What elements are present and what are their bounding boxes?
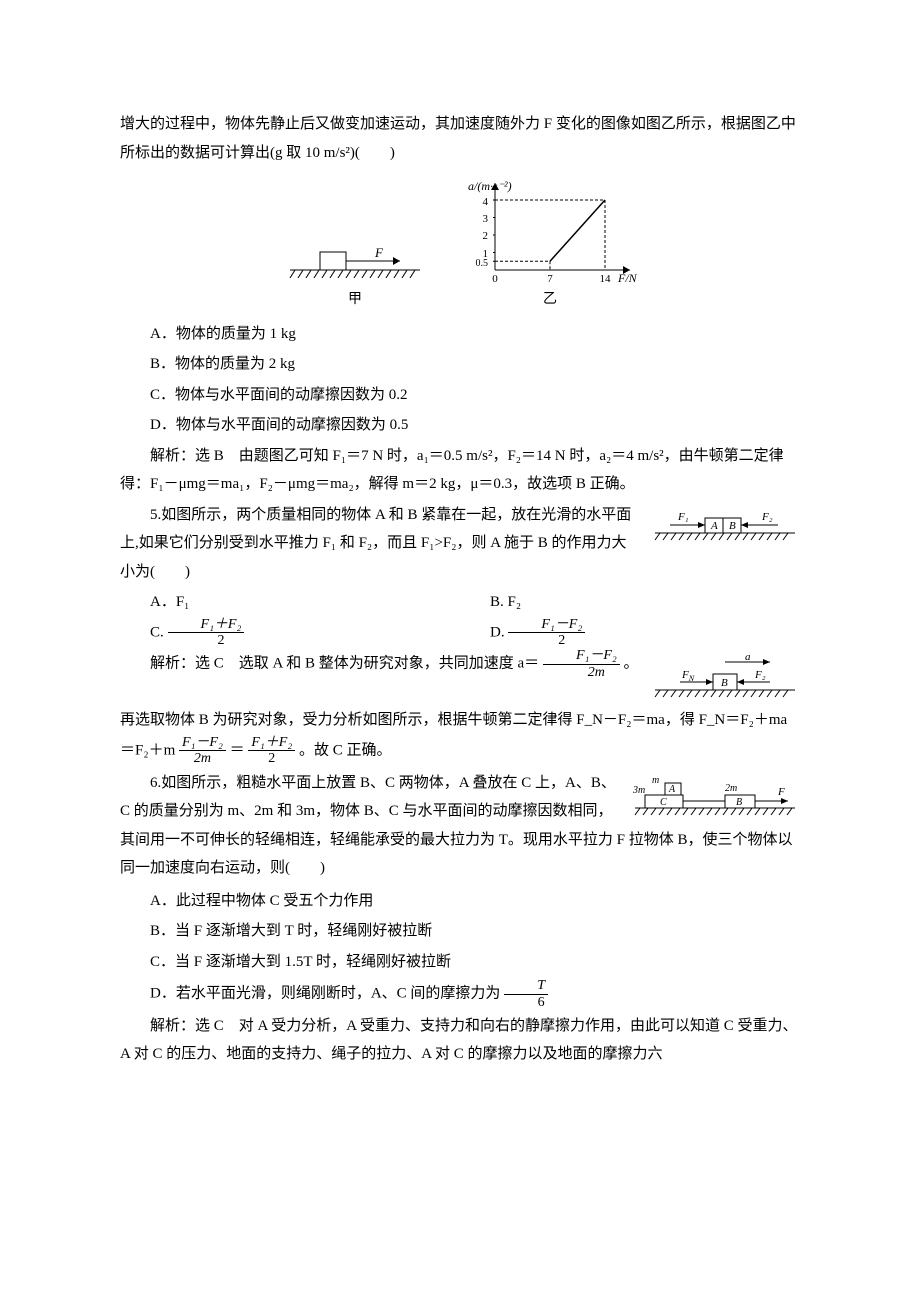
q5-options-row1: A．F₁ B. F₂ [120, 588, 800, 617]
q4-opt-c: C．物体与水平面间的动摩擦因数为 0.2 [120, 381, 800, 410]
force-label: F [374, 245, 384, 260]
q4-opt-b: B．物体的质量为 2 kg [120, 350, 800, 379]
svg-text:a: a [745, 652, 751, 663]
fig-jia-caption: 甲 [280, 287, 430, 314]
q6-options: A．此过程中物体 C 受五个力作用 B．当 F 逐渐增大到 T 时，轻绳刚好被拉… [120, 887, 800, 1010]
y-axis-label: a/(m·s⁻²) [468, 179, 512, 193]
q6-opt-c: C．当 F 逐渐增大到 1.5T 时，轻绳刚好被拉断 [120, 948, 800, 977]
fig-yi-svg: a/(m·s⁻²) 4 3 2 1 0.5 0 7 14 F/N [460, 175, 640, 285]
svg-text:A: A [710, 520, 718, 532]
svg-text:3: 3 [483, 213, 489, 225]
q5-opt-d: D. F₁－F₂2 [460, 617, 800, 649]
fig-q5b: B a FN F₂ [650, 652, 800, 702]
q6-opt-a: A．此过程中物体 C 受五个力作用 [120, 887, 800, 916]
svg-text:4: 4 [483, 196, 489, 208]
svg-text:0.5: 0.5 [476, 258, 489, 269]
q4-options: A．物体的质量为 1 kg B．物体的质量为 2 kg C．物体与水平面间的动摩… [120, 320, 800, 440]
q5-solution-b: 再选取物体 B 为研究对象，受力分析如图所示，根据牛顿第二定律得 F_N－F₂＝… [120, 706, 800, 766]
svg-text:F₁: F₁ [677, 511, 689, 523]
q4-intro: 增大的过程中，物体先静止后又做变加速运动，其加速度随外力 F 变化的图像如图乙所… [120, 110, 800, 167]
svg-text:2: 2 [483, 230, 489, 242]
q4-opt-a: A．物体的质量为 1 kg [120, 320, 800, 349]
svg-text:B: B [736, 797, 742, 808]
fig-q6: C 3m A m B 2m F [630, 773, 800, 818]
q5-opt-b: B. F₂ [460, 588, 800, 617]
svg-text:C: C [660, 797, 667, 808]
svg-text:A: A [668, 784, 676, 795]
q6-opt-d: D．若水平面光滑，则绳刚断时，A、C 间的摩擦力为 T6 [120, 978, 800, 1010]
svg-text:3m: 3m [632, 785, 645, 796]
fig-jia: F 甲 [280, 230, 430, 314]
q5-opt-c: C. F₁＋F₂2 [120, 617, 460, 649]
fig-yi-caption: 乙 [460, 287, 640, 314]
q6-solution: 解析：选 C 对 A 受力分析，A 受重力、支持力和向右的静摩擦力作用，由此可以… [120, 1012, 800, 1069]
q5-opt-a: A．F₁ [120, 588, 460, 617]
svg-text:F₂: F₂ [754, 669, 766, 681]
svg-text:0: 0 [492, 273, 498, 285]
svg-text:m: m [652, 775, 659, 786]
q4-solution: 解析：选 B 由题图乙可知 F₁＝7 N 时，a₁＝0.5 m/s²，F₂＝14… [120, 442, 800, 499]
svg-text:B: B [721, 677, 728, 689]
svg-text:14: 14 [600, 273, 612, 285]
q4-figures: F 甲 a/(m·s⁻²) 4 3 2 1 0.5 [120, 175, 800, 314]
q5-options-row2: C. F₁＋F₂2 D. F₁－F₂2 [120, 617, 800, 649]
fig-q5a: A B F₁ F₂ [650, 505, 800, 545]
fig-jia-svg: F [280, 230, 430, 285]
q4-opt-d: D．物体与水平面间的动摩擦因数为 0.5 [120, 411, 800, 440]
x-axis-label: F/N [617, 271, 638, 285]
svg-text:2m: 2m [725, 783, 737, 794]
fig-yi: a/(m·s⁻²) 4 3 2 1 0.5 0 7 14 F/N [460, 175, 640, 314]
svg-text:F: F [777, 786, 785, 798]
svg-text:FN: FN [681, 669, 695, 683]
q6-opt-b: B．当 F 逐渐增大到 T 时，轻绳刚好被拉断 [120, 917, 800, 946]
svg-text:B: B [729, 520, 736, 532]
svg-text:F₂: F₂ [761, 511, 773, 523]
svg-text:7: 7 [547, 273, 553, 285]
